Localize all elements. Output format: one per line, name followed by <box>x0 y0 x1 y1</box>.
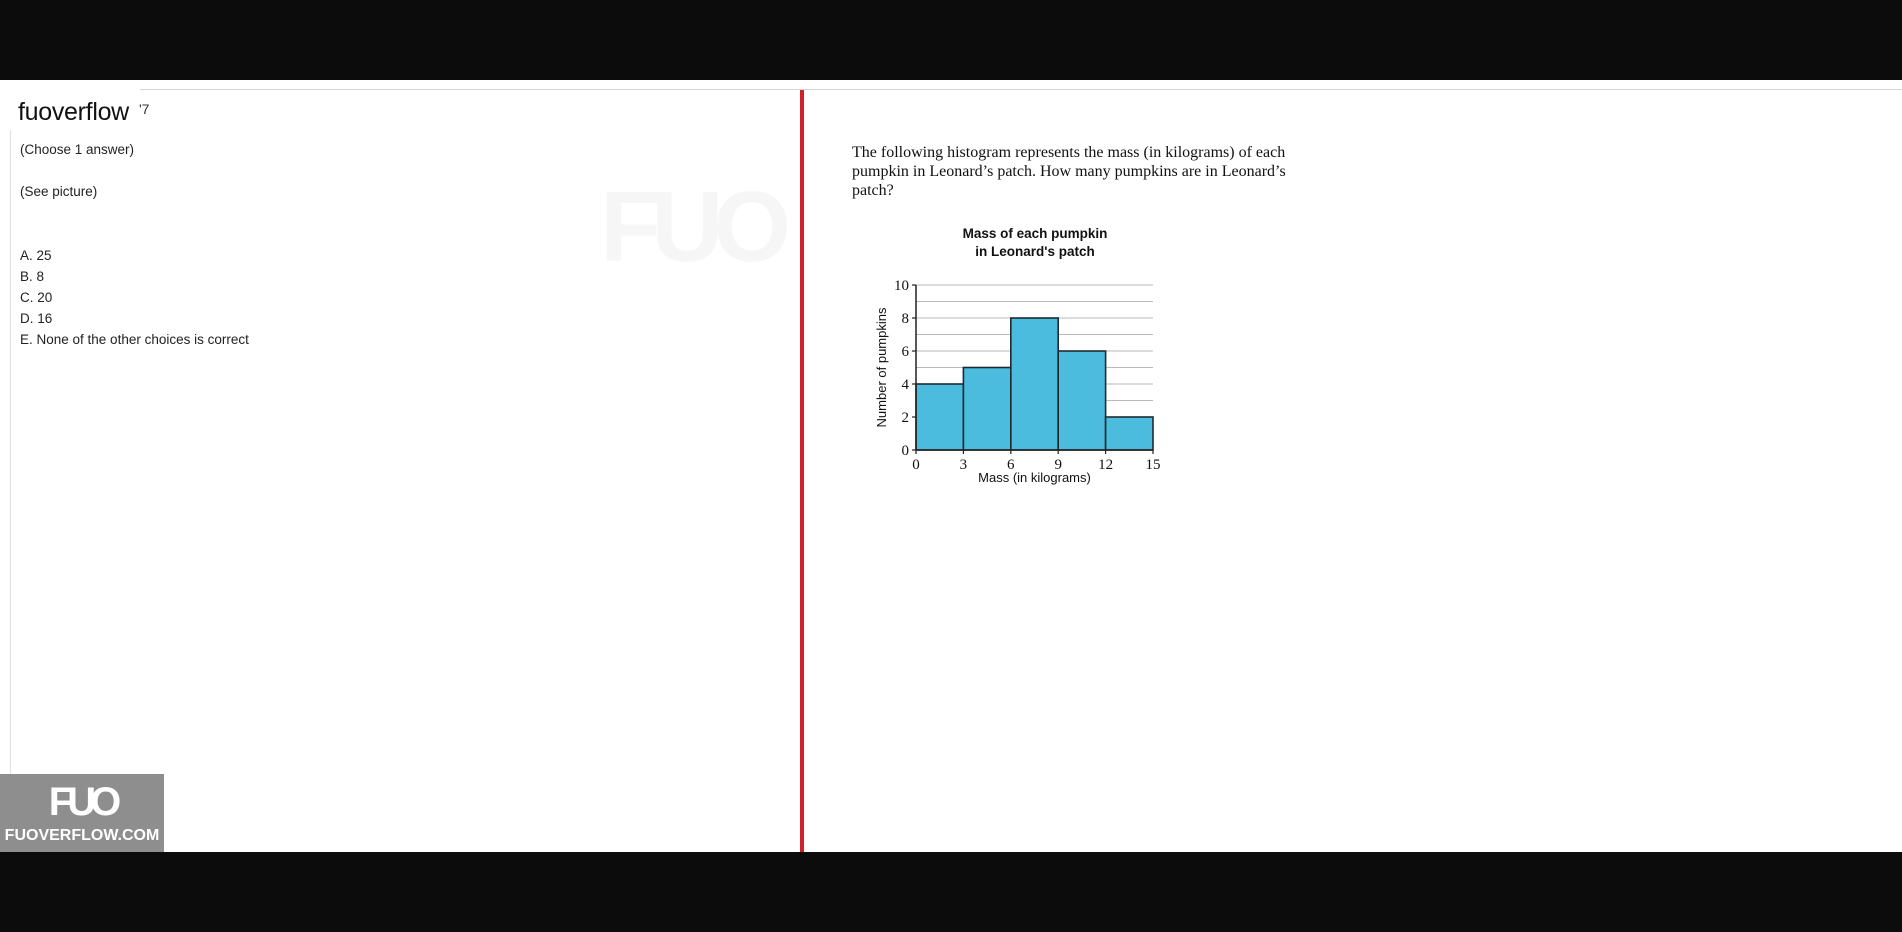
top-rule <box>140 89 1902 90</box>
choice-d[interactable]: D. 16 <box>20 311 53 326</box>
left-rule <box>10 130 11 852</box>
chart-title-line: in Leonard's patch <box>975 244 1094 259</box>
watermark-logo: FUO <box>48 780 121 824</box>
histogram-bar <box>1057 350 1107 451</box>
picture-note: (See picture) <box>20 184 98 199</box>
histogram-bar <box>1010 317 1060 451</box>
bottom-black-bar <box>0 852 1902 932</box>
content-page: fuoverflow '7 (Choose 1 answer) (See pic… <box>0 80 1902 852</box>
x-tick-label: 9 <box>1054 457 1062 473</box>
x-tick-label: 6 <box>1007 457 1015 473</box>
choice-e[interactable]: E. None of the other choices is correct <box>20 332 249 347</box>
histogram-svg: Mass of each pumpkin in Leonard's patch 0 2… <box>874 226 1161 485</box>
question-prompt: The following histogram represents the m… <box>852 144 1286 199</box>
x-tick-label: 12 <box>1098 457 1113 473</box>
watermark-badge: FUO FUOVERFLOW.COM <box>0 774 164 852</box>
choice-b[interactable]: B. 8 <box>20 269 45 284</box>
x-tick-label: 0 <box>912 457 920 473</box>
answer-choices: A. 25 B. 8 C. 20 D. 16 E. None of the ot… <box>20 245 249 350</box>
y-tick-label: 8 <box>902 311 910 327</box>
x-axis-label: Mass (in kilograms) <box>978 470 1091 485</box>
y-axis-label: Number of pumpkins <box>874 307 889 427</box>
top-black-bar <box>0 0 1902 80</box>
answer-instruction: (Choose 1 answer) <box>20 142 135 157</box>
watermark-site: FUOVERFLOW.COM <box>4 827 160 844</box>
x-tick-label: 15 <box>1146 457 1161 473</box>
brand-title[interactable]: fuoverflow <box>18 98 129 126</box>
faint-background-logo: FUO <box>600 170 781 285</box>
choice-c[interactable]: C. 20 <box>20 290 53 305</box>
y-tick-label: 0 <box>902 443 910 459</box>
histogram-bar <box>962 366 1012 451</box>
histogram-chart: Mass of each pumpkin in Leonard's patch 0 2… <box>860 222 1180 497</box>
y-tick-label: 2 <box>902 410 910 426</box>
y-tick-label: 10 <box>894 278 909 294</box>
brand-mark: '7 <box>139 101 150 117</box>
split-divider[interactable] <box>800 90 804 852</box>
choice-a[interactable]: A. 25 <box>20 248 52 263</box>
histogram-bar <box>1104 416 1154 451</box>
histogram-bar <box>915 383 965 451</box>
chart-title-line: Mass of each pumpkin <box>963 226 1108 241</box>
x-tick-label: 3 <box>960 457 968 473</box>
y-tick-label: 4 <box>902 377 910 393</box>
y-tick-label: 6 <box>902 344 910 360</box>
